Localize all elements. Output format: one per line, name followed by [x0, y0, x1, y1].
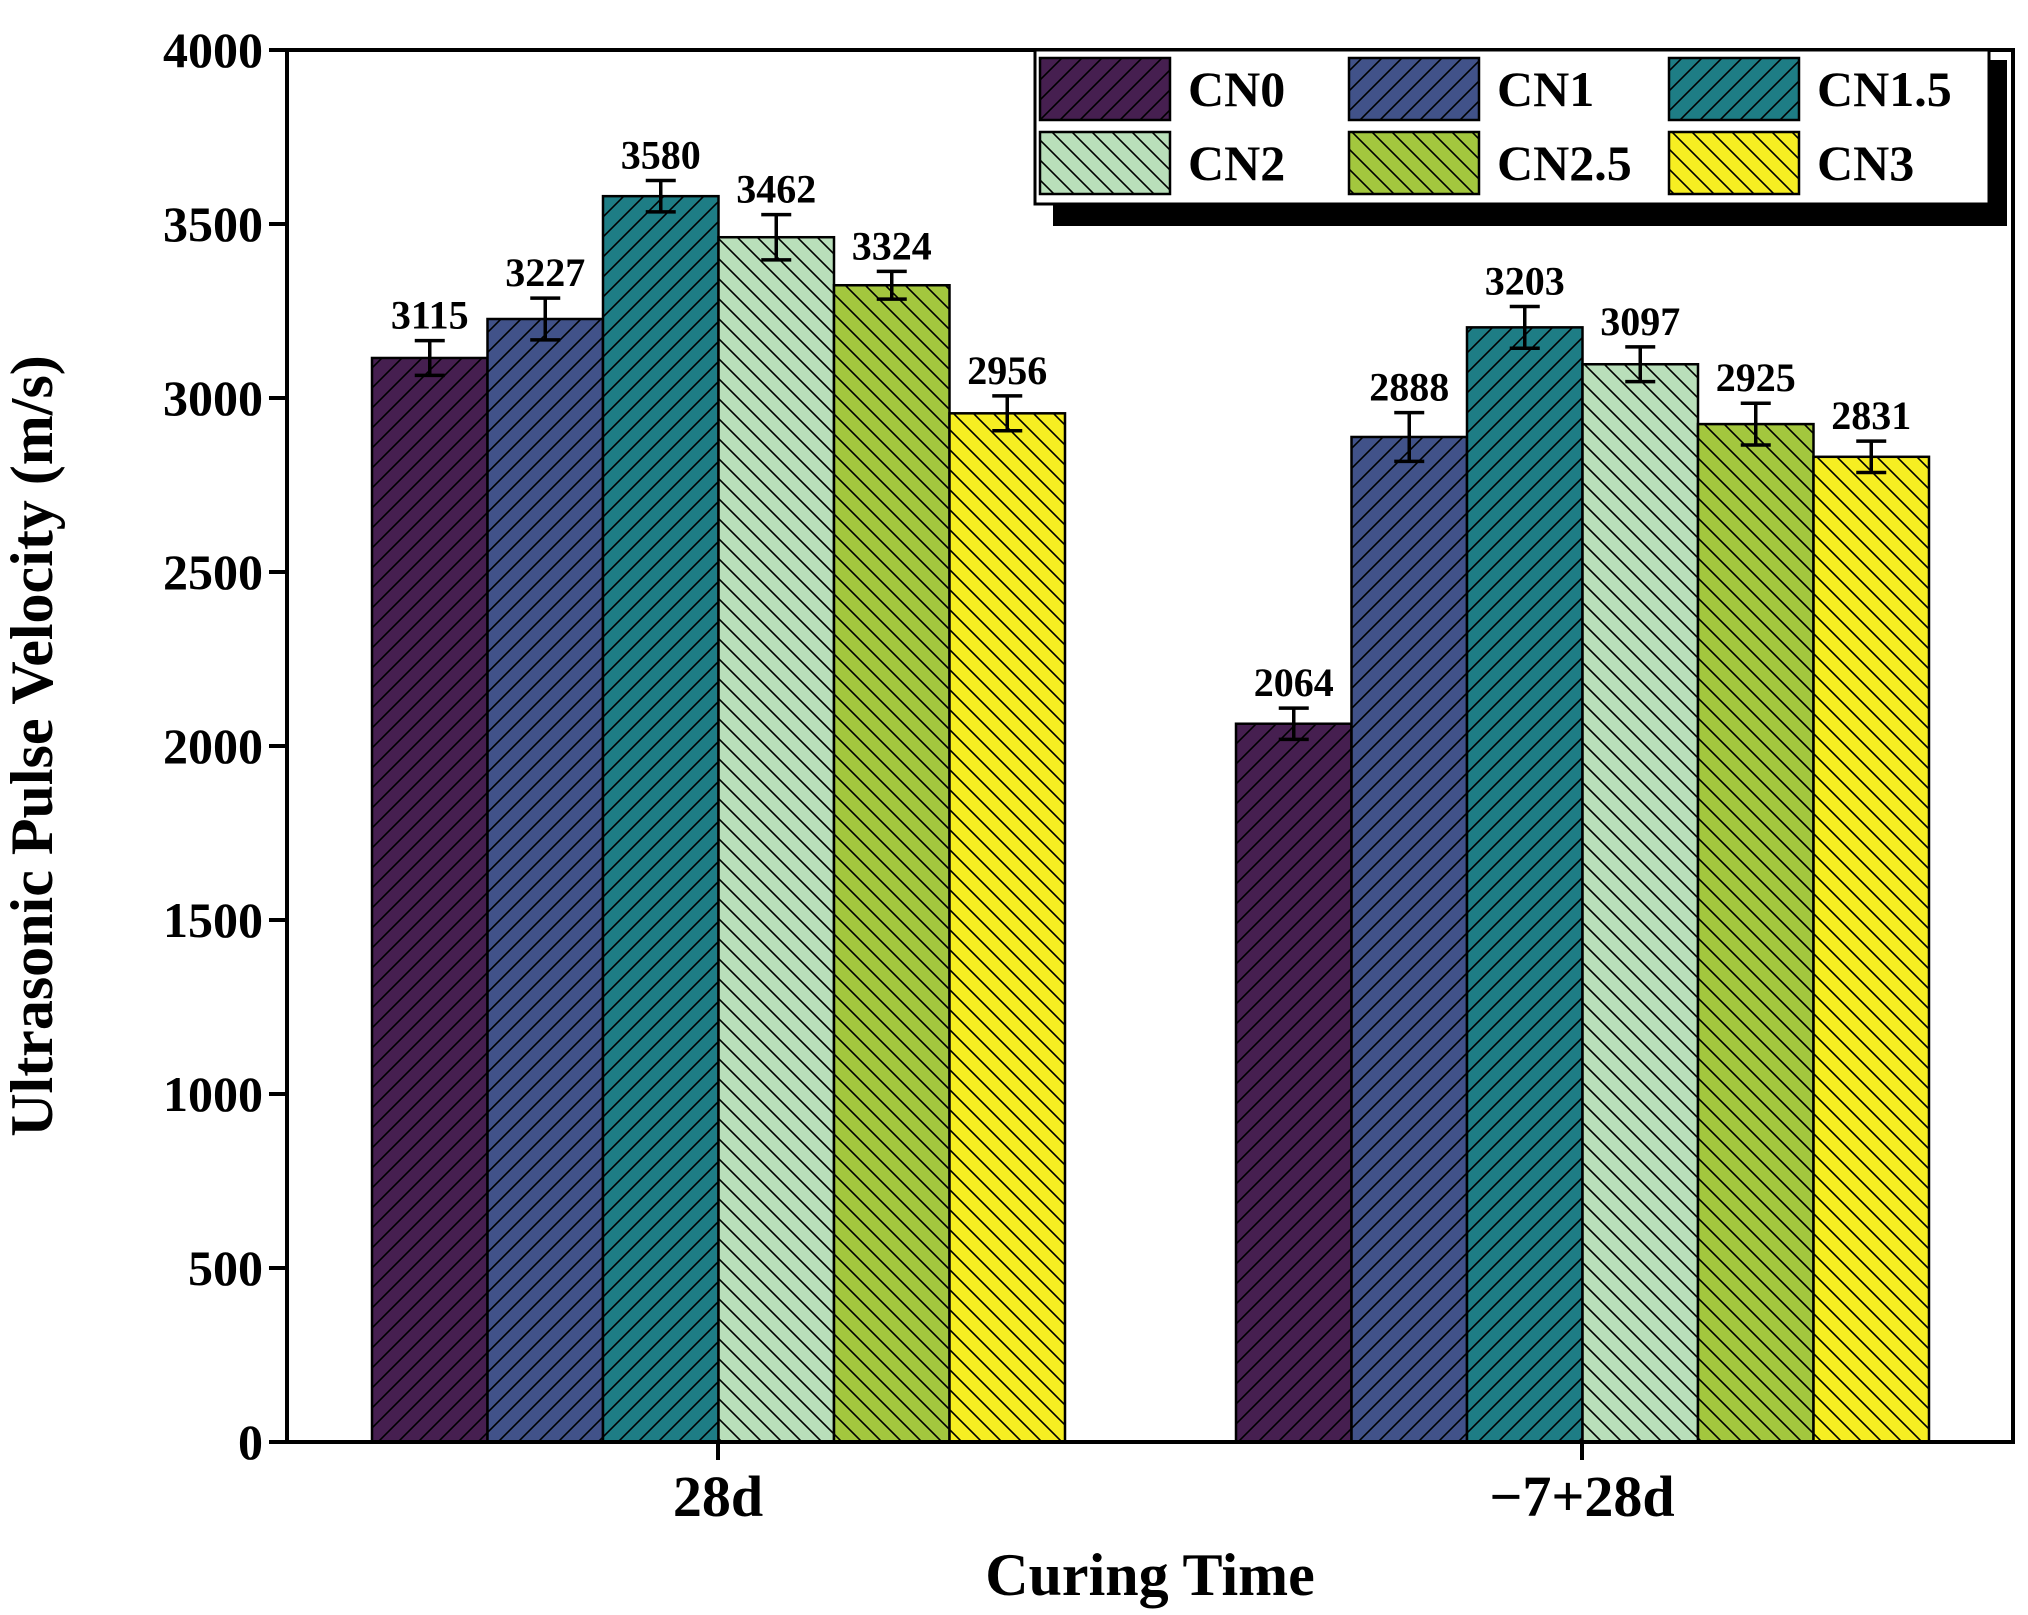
y-tick-label-1500: 1500 — [163, 892, 263, 948]
bar-cn2--7-28d — [1581, 362, 1700, 1444]
legend-box — [1033, 48, 1991, 206]
bar-cn1-5--7-28d — [1465, 326, 1584, 1444]
y-tick-label-1000: 1000 — [163, 1066, 263, 1122]
value-label-cn0--7-28d: 2064 — [1254, 660, 1334, 705]
legend-item-cn2-5: CN2.5 — [1347, 130, 1632, 196]
data-labels-layer: 3115 3227 3580 3462 3324 2956 2064 2888 3203 3097… — [391, 133, 1911, 706]
legend-label-cn1-5: CN1.5 — [1817, 61, 1952, 117]
legend-label-cn1: CN1 — [1497, 61, 1594, 117]
value-label-cn2-28d: 3462 — [736, 167, 816, 212]
bar-cn0--7-28d — [1234, 722, 1353, 1444]
value-label-cn2-5--7-28d: 2925 — [1716, 355, 1796, 400]
legend-label-cn2: CN2 — [1188, 135, 1285, 191]
x-axis-ticks: 28d −7+28d — [673, 1442, 1675, 1529]
error-bar-cn1-5--7-28d — [1509, 304, 1540, 350]
value-label-cn2-5-28d: 3324 — [852, 223, 932, 268]
value-label-cn3-28d: 2956 — [967, 348, 1047, 393]
x-tick-label-28d: 28d — [673, 1464, 763, 1529]
legend-item-cn1-5: CN1.5 — [1667, 56, 1952, 122]
error-bar-cn1-28d — [530, 296, 561, 342]
y-tick-label-0: 0 — [238, 1414, 263, 1470]
error-bar-cn3-28d — [992, 394, 1023, 433]
legend-swatch-cn0 — [1038, 56, 1172, 122]
legend-swatch-cn2-5 — [1347, 130, 1481, 196]
legend-label-cn2-5: CN2.5 — [1497, 135, 1632, 191]
value-label-cn2--7-28d: 3097 — [1600, 299, 1680, 344]
legend-item-cn1: CN1 — [1347, 56, 1594, 122]
bar-cn1-28d — [486, 317, 605, 1444]
error-bar-cn1--7-28d — [1394, 410, 1425, 464]
legend-swatch-cn2 — [1038, 130, 1172, 196]
value-label-cn0-28d: 3115 — [391, 293, 469, 338]
y-tick-label-3000: 3000 — [163, 370, 263, 426]
error-bar-cn2--7-28d — [1625, 345, 1656, 384]
value-label-cn1--7-28d: 2888 — [1369, 365, 1449, 410]
bar-cn3-28d — [948, 412, 1067, 1444]
bar-cn2-28d — [717, 235, 836, 1444]
legend-swatch-cn1-5 — [1667, 56, 1801, 122]
y-tick-label-2500: 2500 — [163, 544, 263, 600]
bars-layer — [370, 194, 1931, 1444]
legend-item-cn3: CN3 — [1667, 130, 1914, 196]
x-tick-label--7-28d: −7+28d — [1489, 1464, 1674, 1529]
y-axis-title: Ultrasonic Pulse Velocity (m/s) — [0, 355, 65, 1137]
error-bar-cn2-28d — [761, 212, 792, 262]
bar-cn3--7-28d — [1812, 455, 1931, 1444]
y-axis-ticks: 0 500 1000 1500 2000 2500 3000 3500 4000 — [163, 22, 287, 1470]
bar-cn2-5--7-28d — [1696, 422, 1815, 1444]
value-label-cn1-28d: 3227 — [505, 250, 585, 295]
legend-label-cn0: CN0 — [1188, 61, 1285, 117]
error-bar-cn2-5-28d — [876, 269, 907, 301]
legend: CN0 CN1 CN1.5 CN2 CN2.5 CN3 — [1033, 48, 2007, 226]
y-tick-label-4000: 4000 — [163, 22, 263, 78]
value-label-cn1-5-28d: 3580 — [621, 133, 701, 178]
bar-cn1--7-28d — [1350, 435, 1469, 1444]
value-label-cn1-5--7-28d: 3203 — [1485, 258, 1565, 303]
bar-cn2-5-28d — [832, 283, 951, 1444]
error-bar-cn0--7-28d — [1278, 706, 1309, 742]
bar-cn1-5-28d — [601, 194, 720, 1444]
error-bar-cn2-5--7-28d — [1740, 401, 1771, 447]
y-tick-label-3500: 3500 — [163, 196, 263, 252]
y-tick-label-500: 500 — [188, 1240, 263, 1296]
legend-swatch-cn1 — [1347, 56, 1481, 122]
error-bar-cn0-28d — [414, 338, 445, 378]
value-label-cn3--7-28d: 2831 — [1831, 393, 1911, 438]
y-tick-label-2000: 2000 — [163, 718, 263, 774]
legend-item-cn0: CN0 — [1038, 56, 1285, 122]
error-bar-cn3--7-28d — [1856, 439, 1887, 475]
error-bar-cn1-5-28d — [645, 178, 676, 214]
legend-label-cn3: CN3 — [1817, 135, 1914, 191]
bar-cn0-28d — [370, 356, 489, 1444]
legend-swatch-cn3 — [1667, 130, 1801, 196]
error-bars-layer — [414, 178, 1887, 742]
x-axis-title: Curing Time — [985, 1542, 1315, 1608]
legend-items: CN0 CN1 CN1.5 CN2 CN2.5 CN3 — [1038, 56, 1952, 196]
legend-item-cn2: CN2 — [1038, 130, 1285, 196]
